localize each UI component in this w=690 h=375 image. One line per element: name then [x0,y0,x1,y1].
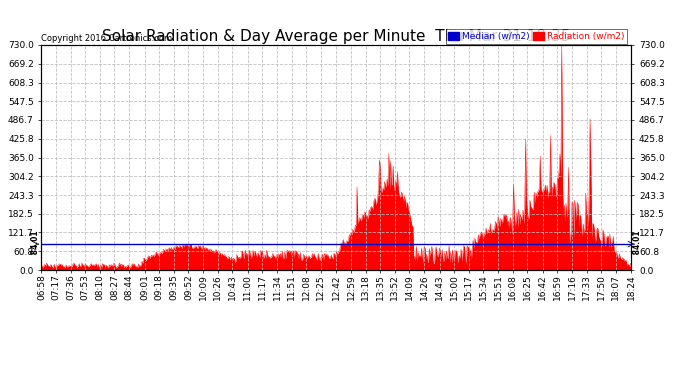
Title: Solar Radiation & Day Average per Minute  Thu Mar 31 18:35: Solar Radiation & Day Average per Minute… [102,29,571,44]
Text: 84.01: 84.01 [30,231,39,257]
Text: 84.01: 84.01 [633,231,642,257]
Text: Copyright 2016 Cartronics.com: Copyright 2016 Cartronics.com [41,34,172,43]
Legend: Median (w/m2), Radiation (w/m2): Median (w/m2), Radiation (w/m2) [446,29,627,44]
